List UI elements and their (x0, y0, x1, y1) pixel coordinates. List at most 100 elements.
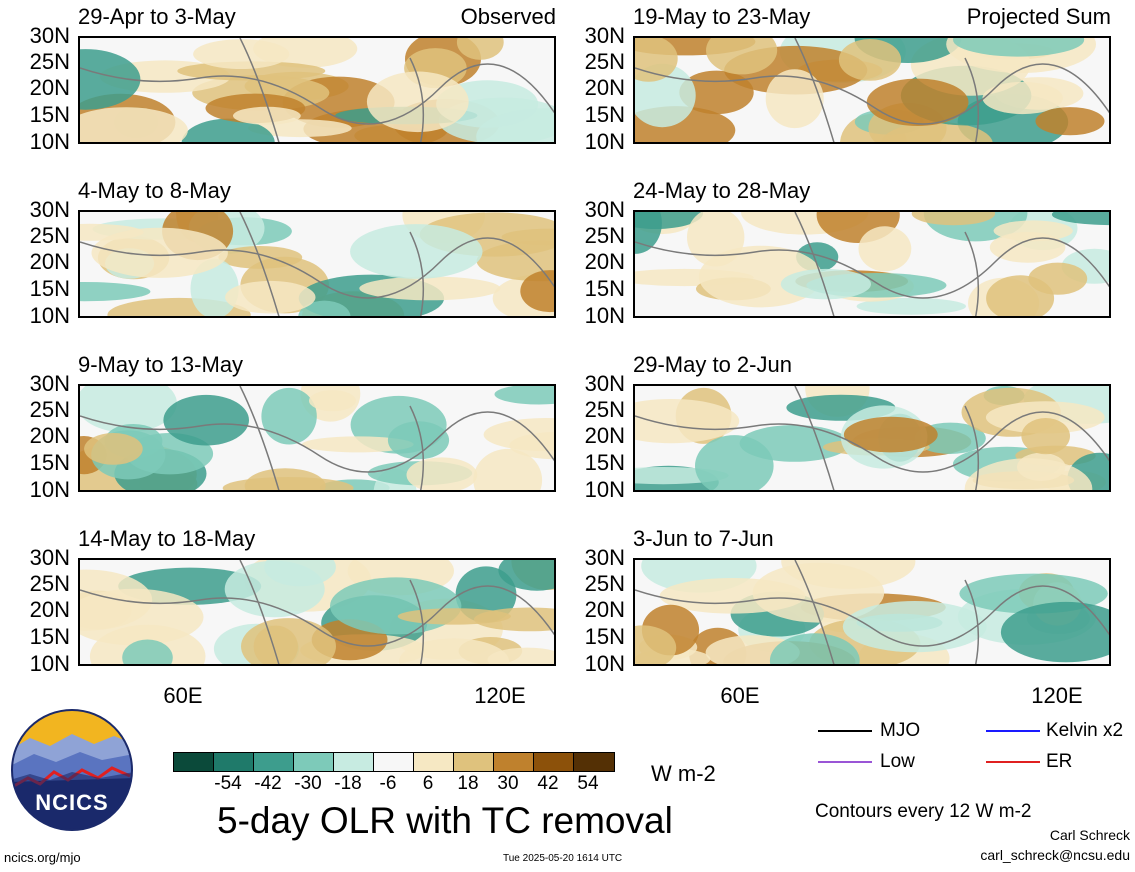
y-tick-label: 25N (584, 571, 625, 596)
panel-title: 24-May to 28-May (633, 178, 811, 203)
colorbar-swatch (334, 753, 374, 771)
y-tick-label: 10N (29, 477, 70, 502)
y-tick-label: 20N (584, 75, 625, 100)
olr-anomaly-map (78, 36, 556, 144)
y-tick-label: 15N (584, 102, 625, 127)
colorbar-swatch (414, 753, 454, 771)
y-tick-label: 15N (29, 624, 70, 649)
olr-anomaly-map (78, 558, 556, 666)
panel-title: 29-Apr to 3-May (78, 4, 236, 29)
colorbar-swatch (534, 753, 574, 771)
y-tick-label: 20N (29, 423, 70, 448)
panel-title: 3-Jun to 7-Jun (633, 526, 774, 551)
y-tick-label: 20N (584, 597, 625, 622)
colorbar-tick-label: -30 (294, 773, 322, 794)
y-tick-label: 20N (29, 597, 70, 622)
footer-timestamp: Tue 2025-05-20 1614 UTC (503, 853, 623, 864)
y-tick-label: 20N (584, 249, 625, 274)
y-tick-label: 15N (584, 450, 625, 475)
y-tick-label: 15N (584, 276, 625, 301)
colorbar-swatch (494, 753, 534, 771)
legend-low-line (818, 761, 872, 763)
y-tick-label: 30N (29, 371, 70, 396)
colorbar-tick-label: 30 (497, 773, 519, 794)
ncics-logo[interactable]: NCICS (10, 708, 134, 832)
panel-title: 4-May to 8-May (78, 178, 231, 203)
y-tick-label: 25N (584, 49, 625, 74)
colorbar-tick-label: -54 (214, 773, 242, 794)
x-tick-right-60e: 60E (720, 683, 760, 708)
panel-title: 29-May to 2-Jun (633, 352, 792, 377)
logo-text: NCICS (35, 790, 109, 815)
colorbar-swatch (294, 753, 334, 771)
colorbar-tick-label: 18 (457, 773, 479, 794)
colorbar-swatch (574, 753, 614, 771)
y-tick-label: 30N (584, 23, 625, 48)
legend-kelvin-label: Kelvin x2 (1046, 720, 1124, 741)
y-tick-label: 20N (29, 75, 70, 100)
olr-anomaly-map (633, 558, 1111, 666)
legend-er-line (986, 761, 1040, 763)
y-tick-label: 10N (29, 651, 70, 676)
panel-tag: Projected Sum (966, 4, 1111, 29)
colorbar-swatch (214, 753, 254, 771)
y-tick-label: 30N (29, 23, 70, 48)
y-tick-label: 30N (29, 197, 70, 222)
legend-kelvin-line (986, 730, 1040, 732)
y-tick-label: 25N (584, 397, 625, 422)
author-email[interactable]: carl_schreck@ncsu.edu (980, 847, 1130, 863)
panel-tag: Observed (460, 4, 556, 29)
legend-er-label: ER (1046, 751, 1073, 772)
colorbar-swatch (454, 753, 494, 771)
y-tick-label: 30N (584, 371, 625, 396)
y-tick-label: 10N (29, 129, 70, 154)
olr-anomaly-map (633, 36, 1111, 144)
colorbar-units: W m-2 (651, 761, 716, 786)
y-tick-label: 10N (584, 303, 625, 328)
contour-note: Contours every 12 W m-2 (815, 801, 1032, 822)
y-tick-label: 20N (584, 423, 625, 448)
panel-title: 9-May to 13-May (78, 352, 244, 377)
olr-anomaly-map (78, 384, 556, 492)
y-tick-label: 10N (584, 129, 625, 154)
colorbar-tick-label: -6 (379, 773, 397, 794)
y-tick-label: 25N (584, 223, 625, 248)
footer-url[interactable]: ncics.org/mjo (4, 850, 81, 865)
colorbar-tick-label: 6 (422, 773, 434, 794)
y-tick-label: 10N (584, 651, 625, 676)
y-tick-label: 30N (29, 545, 70, 570)
colorbar-swatch (254, 753, 294, 771)
colorbar-swatch (374, 753, 414, 771)
colorbar-tick-label: 42 (537, 773, 559, 794)
y-tick-label: 30N (584, 197, 625, 222)
panel-title: 19-May to 23-May (633, 4, 811, 29)
y-tick-label: 15N (29, 276, 70, 301)
legend-low-label: Low (880, 751, 915, 772)
y-tick-label: 15N (29, 102, 70, 127)
colorbar-swatch (174, 753, 214, 771)
y-tick-label: 30N (584, 545, 625, 570)
legend-mjo-line (818, 730, 872, 732)
olr-anomaly-map (633, 210, 1111, 318)
figure-title: 5-day OLR with TC removal (217, 800, 673, 841)
olr-anomaly-map (633, 384, 1111, 492)
y-tick-label: 25N (29, 571, 70, 596)
y-tick-label: 15N (584, 624, 625, 649)
author-name: Carl Schreck (1049, 827, 1130, 843)
olr-anomaly-map (78, 210, 556, 318)
colorbar-tick-label: -18 (334, 773, 362, 794)
x-tick-left-60e: 60E (163, 683, 203, 708)
y-tick-label: 10N (29, 303, 70, 328)
panel-title: 14-May to 18-May (78, 526, 256, 551)
y-tick-label: 25N (29, 397, 70, 422)
colorbar-tick-label: -42 (254, 773, 282, 794)
colorbar (173, 752, 615, 772)
x-tick-right-120e: 120E (1031, 683, 1083, 708)
y-tick-label: 25N (29, 223, 70, 248)
x-tick-left-120e: 120E (474, 683, 526, 708)
y-tick-label: 15N (29, 450, 70, 475)
colorbar-tick-label: 54 (577, 773, 599, 794)
legend-mjo-label: MJO (880, 720, 921, 741)
y-tick-label: 25N (29, 49, 70, 74)
y-tick-label: 10N (584, 477, 625, 502)
